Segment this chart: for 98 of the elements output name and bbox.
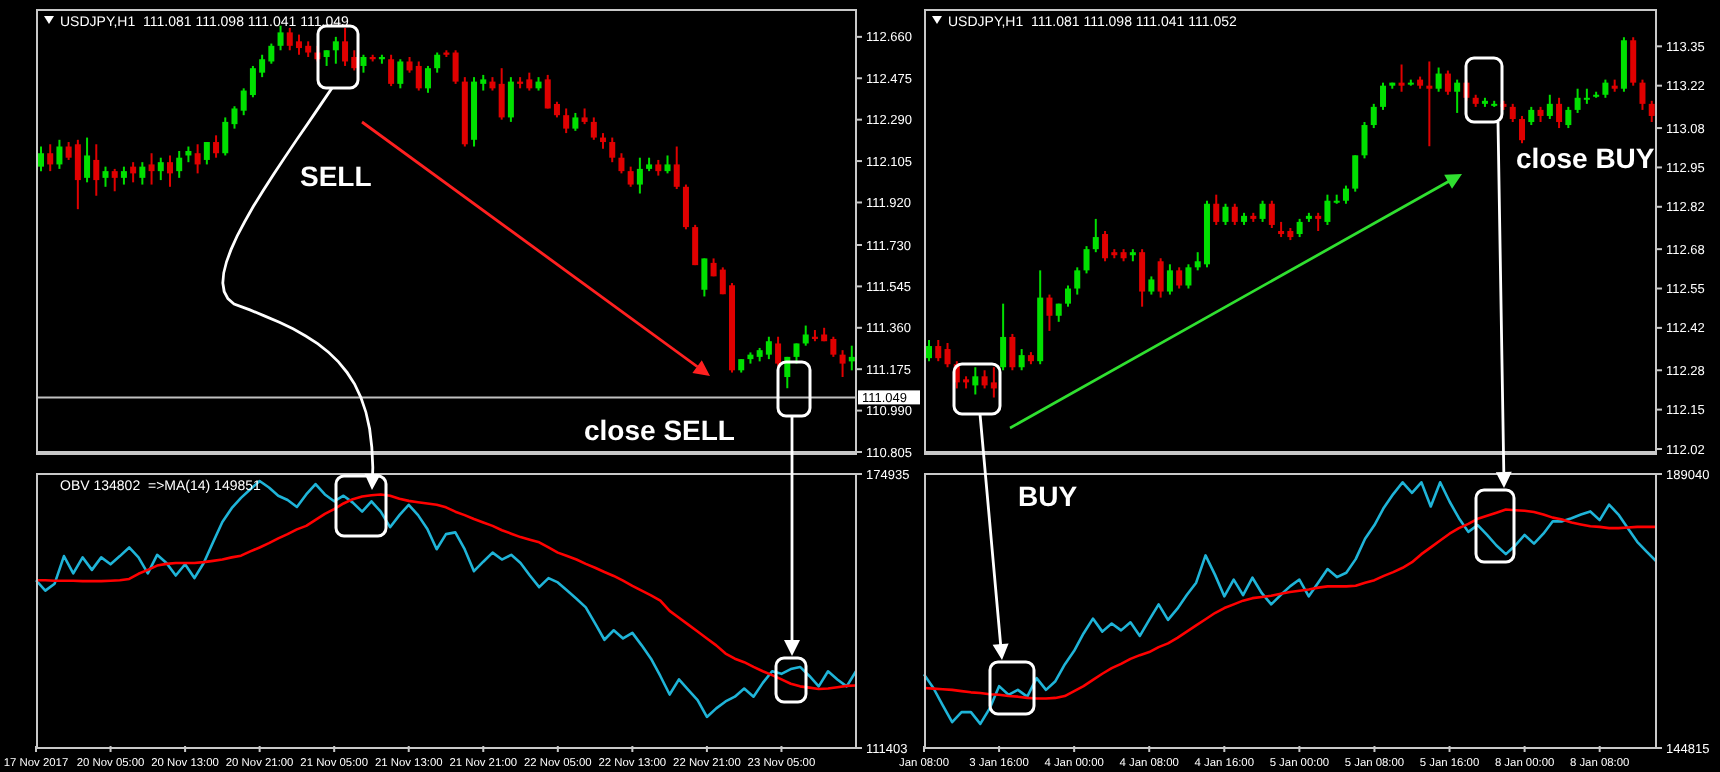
- candlestick: [1342, 184, 1349, 205]
- candlestick: [1157, 257, 1164, 299]
- candlestick: [47, 143, 54, 173]
- candlestick: [1519, 114, 1526, 145]
- candlestick: [563, 107, 570, 135]
- candlestick: [130, 161, 137, 184]
- annotation: SELL: [300, 160, 373, 192]
- annotation: close BUY: [1516, 142, 1656, 174]
- candlestick: [590, 116, 597, 141]
- candlestick: [38, 145, 44, 173]
- candlestick: [1018, 348, 1025, 372]
- candlestick: [277, 24, 284, 52]
- candlestick: [1370, 102, 1377, 130]
- candlestick: [194, 143, 201, 175]
- candlestick: [1176, 266, 1183, 290]
- candlestick: [1046, 293, 1053, 332]
- candlestick: [111, 167, 118, 193]
- candlestick: [1639, 78, 1646, 111]
- annotation: BUY: [1018, 480, 1079, 512]
- candlestick: [498, 67, 505, 121]
- candlestick: [452, 49, 459, 85]
- candlestick: [102, 165, 109, 188]
- candlestick: [1398, 63, 1405, 93]
- candlestick: [1630, 36, 1637, 87]
- candlestick: [434, 51, 441, 74]
- candlestick: [1648, 99, 1655, 124]
- candlestick: [673, 145, 680, 191]
- candlestick: [1528, 105, 1535, 127]
- candlestick: [1185, 263, 1192, 290]
- candlestick: [139, 161, 146, 186]
- candlestick: [1139, 248, 1146, 308]
- candlestick: [609, 136, 616, 164]
- candlestick: [627, 165, 634, 188]
- candlestick: [203, 141, 210, 166]
- candlestick: [388, 53, 395, 88]
- candlestick: [793, 342, 800, 365]
- candlestick: [507, 76, 514, 123]
- candlestick: [1565, 105, 1572, 130]
- candlestick: [1064, 284, 1071, 308]
- candlestick: [1324, 193, 1331, 226]
- candlestick: [424, 64, 431, 94]
- candlestick: [1009, 332, 1016, 372]
- candlestick: [990, 366, 997, 399]
- candlestick: [972, 366, 979, 396]
- line-series: [34, 479, 858, 719]
- candlestick: [1352, 154, 1359, 193]
- candlestick: [682, 183, 689, 231]
- line-series: [922, 481, 1658, 726]
- candlestick: [1213, 193, 1220, 226]
- candlestick: [636, 156, 643, 195]
- candlestick: [1074, 266, 1081, 296]
- candlestick: [1315, 211, 1322, 232]
- candlestick: [157, 156, 164, 182]
- candlestick: [397, 58, 404, 90]
- candlestick: [775, 335, 782, 367]
- candlestick: [926, 338, 932, 363]
- candlestick: [618, 152, 625, 175]
- candlestick: [935, 338, 942, 363]
- candlestick: [148, 152, 155, 186]
- candlestick: [1268, 199, 1275, 229]
- candlestick: [692, 223, 699, 267]
- candlestick: [839, 349, 846, 379]
- candlestick: [1148, 275, 1155, 296]
- candlestick: [166, 154, 173, 188]
- candlestick: [1222, 202, 1229, 226]
- candlestick: [1435, 66, 1442, 93]
- candlestick: [1092, 217, 1099, 254]
- candlestick: [93, 143, 100, 197]
- candlestick: [1102, 230, 1109, 263]
- candlestick: [1556, 96, 1563, 130]
- candlestick: [765, 335, 772, 361]
- candlestick: [1166, 263, 1173, 296]
- candlestick: [1361, 121, 1368, 160]
- candlestick: [1509, 102, 1516, 124]
- candlestick: [1231, 202, 1238, 226]
- candlestick: [1000, 302, 1007, 372]
- candlestick: [1602, 78, 1609, 99]
- candlestick: [1259, 199, 1266, 223]
- candlestick: [415, 60, 422, 92]
- line-series: [922, 508, 1658, 700]
- candlestick: [1380, 81, 1387, 111]
- candlestick: [701, 257, 708, 298]
- candlestick: [1546, 93, 1553, 120]
- candlestick: [342, 26, 349, 67]
- candlestick: [1083, 245, 1090, 275]
- candlestick: [84, 136, 91, 184]
- candlestick: [1296, 217, 1303, 239]
- candlestick: [56, 138, 63, 170]
- candlestick: [944, 342, 951, 369]
- candlestick: [176, 149, 183, 179]
- candlestick: [1426, 60, 1433, 148]
- candlestick: [213, 134, 220, 159]
- candlestick: [1444, 69, 1451, 96]
- annotation: close SELL: [584, 414, 736, 446]
- candlestick: [1454, 78, 1461, 114]
- candlestick: [332, 35, 339, 65]
- candlestick: [74, 138, 81, 211]
- candlestick: [222, 116, 229, 157]
